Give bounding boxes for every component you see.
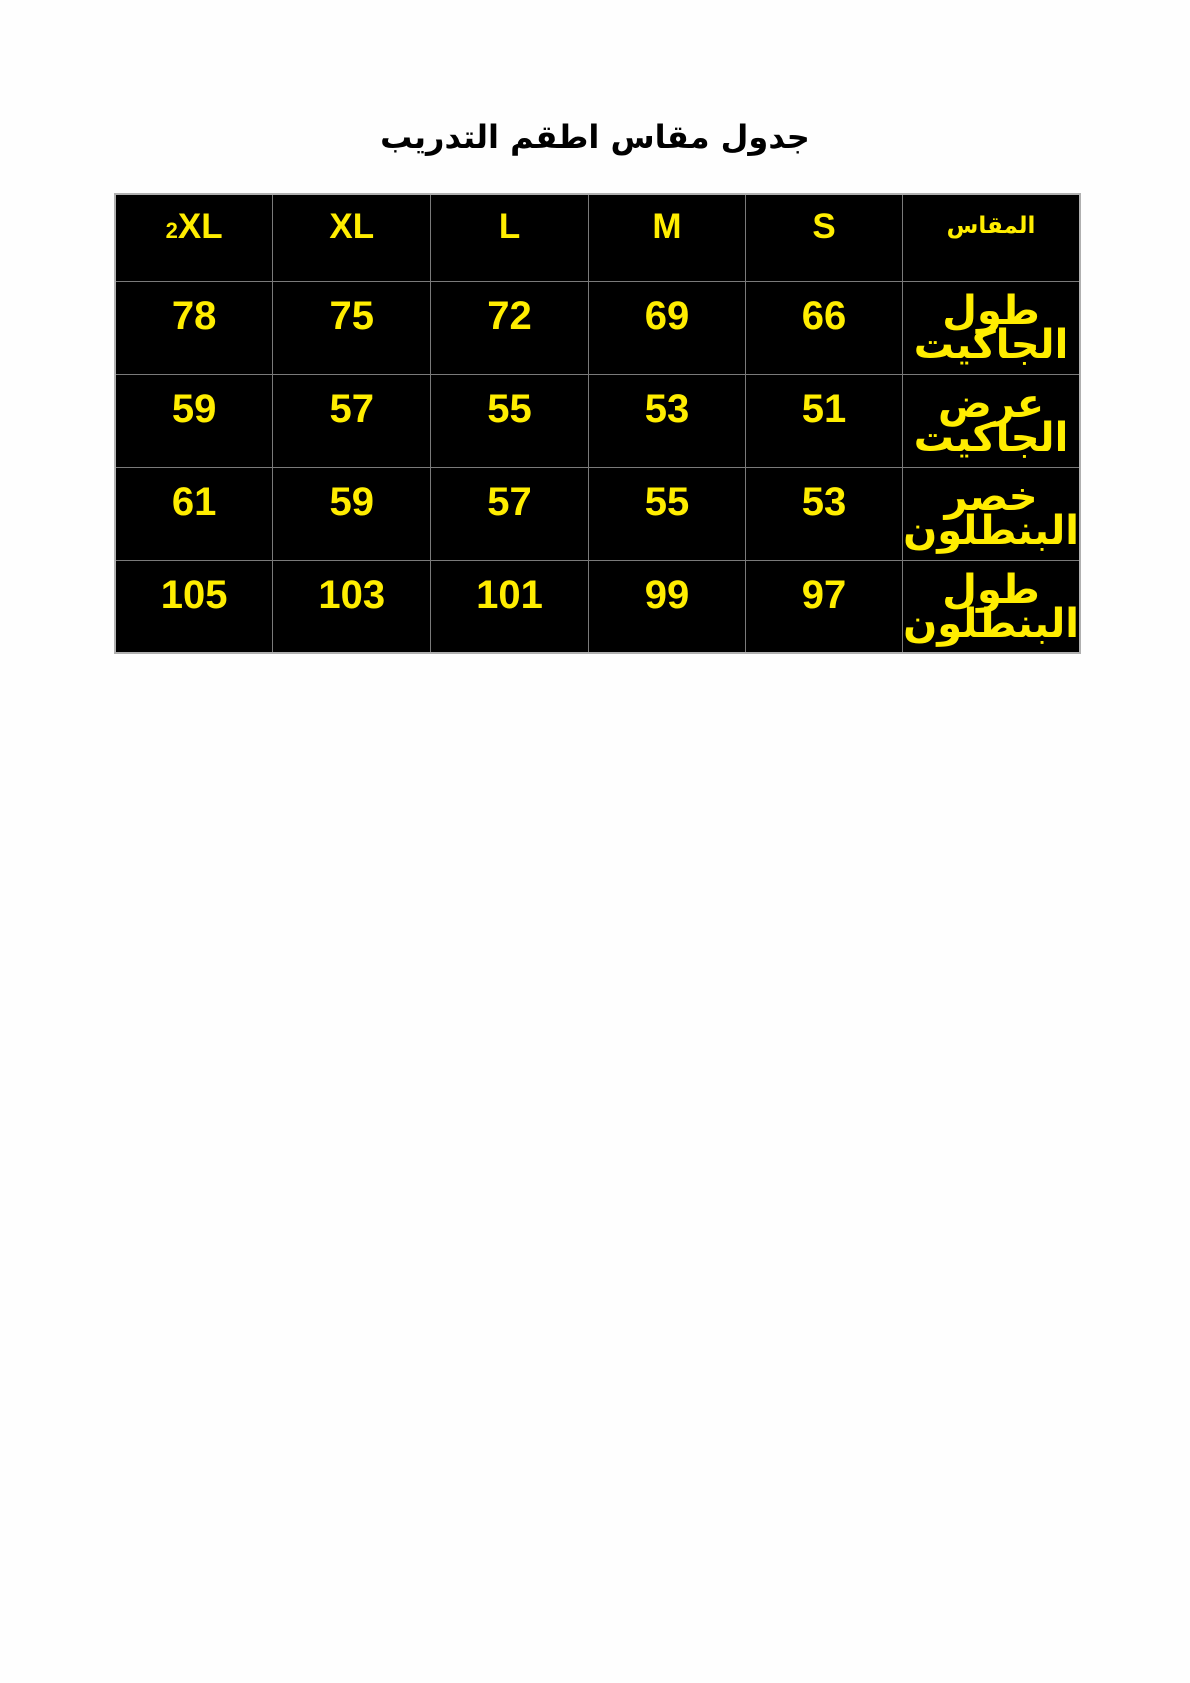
size-chart-table: 2XL XL L M S المقاس 78 75 72 69 66 طول الجاكيت… <box>114 193 1081 654</box>
row-label-line2: البنطلون <box>903 507 1079 554</box>
size-header-2xl: 2XL <box>114 193 274 282</box>
row-label: طول الجاكيت <box>902 280 1081 375</box>
value-cell: 103 <box>272 559 432 654</box>
value-cell: 78 <box>114 280 274 375</box>
value-cell: 53 <box>587 373 747 468</box>
size-header-m: M <box>587 193 747 282</box>
row-label-line1: طول <box>942 566 1040 613</box>
value-cell: 72 <box>430 280 589 375</box>
value-cell: 75 <box>272 280 432 375</box>
table-header-row: 2XL XL L M S المقاس <box>114 193 1081 282</box>
value-cell: 97 <box>744 559 904 654</box>
size-header-s: S <box>744 193 904 282</box>
table-row: 105 103 101 99 97 طول البنطلون <box>114 559 1081 654</box>
value-cell: 59 <box>114 373 274 468</box>
row-label-line1: عرض <box>938 380 1045 427</box>
value-cell: 101 <box>430 559 589 654</box>
value-cell: 69 <box>587 280 747 375</box>
row-label-line2: الجاكيت <box>913 321 1069 368</box>
value-cell: 51 <box>744 373 904 468</box>
page-title: جدول مقاس اطقم التدريب <box>380 118 810 156</box>
value-cell: 57 <box>430 466 589 561</box>
value-cell: 57 <box>272 373 432 468</box>
size-header-xl: XL <box>272 193 432 282</box>
value-cell: 61 <box>114 466 274 561</box>
value-cell: 59 <box>272 466 432 561</box>
value-cell: 99 <box>587 559 747 654</box>
size-header-l: L <box>430 193 589 282</box>
table-row: 61 59 57 55 53 خصر البنطلون <box>114 466 1081 561</box>
row-label-line1: طول <box>942 287 1040 334</box>
table-row: 59 57 55 53 51 عرض الجاكيت <box>114 373 1081 468</box>
value-cell: 55 <box>587 466 747 561</box>
row-label-line2: الجاكيت <box>913 414 1069 461</box>
row-label: عرض الجاكيت <box>902 373 1081 468</box>
header-label: المقاس <box>902 193 1081 282</box>
row-label: طول البنطلون <box>902 559 1081 654</box>
value-cell: 66 <box>744 280 904 375</box>
value-cell: 55 <box>430 373 589 468</box>
value-cell: 105 <box>114 559 274 654</box>
row-label-line1: خصر <box>944 473 1038 520</box>
value-cell: 53 <box>744 466 904 561</box>
row-label: خصر البنطلون <box>902 466 1081 561</box>
row-label-line2: البنطلون <box>903 600 1079 647</box>
table-row: 78 75 72 69 66 طول الجاكيت <box>114 280 1081 375</box>
